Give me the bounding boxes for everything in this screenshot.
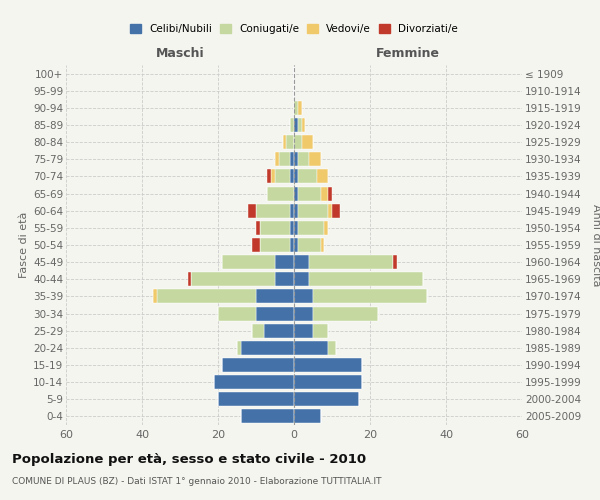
Bar — [290, 152, 294, 166]
Bar — [275, 255, 294, 269]
Bar — [313, 324, 328, 338]
Bar — [218, 306, 256, 320]
Bar — [241, 341, 294, 355]
Bar — [317, 170, 328, 183]
Bar — [393, 255, 397, 269]
Bar — [260, 221, 290, 235]
Bar — [294, 255, 309, 269]
Bar — [283, 135, 286, 149]
Bar — [241, 410, 294, 424]
Bar — [275, 152, 279, 166]
Bar — [256, 204, 290, 218]
Bar — [294, 324, 313, 338]
Text: Maschi: Maschi — [155, 47, 205, 60]
Bar — [248, 204, 256, 218]
Bar — [320, 186, 328, 200]
Bar — [263, 324, 294, 338]
Bar — [286, 135, 294, 149]
Bar — [154, 290, 157, 304]
Bar — [256, 221, 260, 235]
Bar — [325, 221, 328, 235]
Bar — [218, 392, 294, 406]
Bar — [294, 272, 309, 286]
Bar — [252, 324, 263, 338]
Bar — [256, 306, 294, 320]
Bar — [294, 306, 313, 320]
Bar — [294, 118, 298, 132]
Bar — [191, 272, 275, 286]
Bar — [290, 170, 294, 183]
Bar — [294, 358, 362, 372]
Bar — [294, 392, 359, 406]
Bar — [252, 238, 260, 252]
Bar — [298, 204, 328, 218]
Bar — [298, 118, 302, 132]
Bar — [294, 186, 298, 200]
Bar — [237, 341, 241, 355]
Bar — [290, 204, 294, 218]
Bar — [328, 204, 332, 218]
Bar — [294, 375, 362, 389]
Bar — [294, 341, 328, 355]
Bar — [294, 170, 298, 183]
Text: Femmine: Femmine — [376, 47, 440, 60]
Text: COMUNE DI PLAUS (BZ) - Dati ISTAT 1° gennaio 2010 - Elaborazione TUTTITALIA.IT: COMUNE DI PLAUS (BZ) - Dati ISTAT 1° gen… — [12, 478, 382, 486]
Bar — [320, 238, 325, 252]
Legend: Celibi/Nubili, Coniugati/e, Vedovi/e, Divorziati/e: Celibi/Nubili, Coniugati/e, Vedovi/e, Di… — [126, 20, 462, 38]
Bar — [214, 375, 294, 389]
Bar — [298, 170, 317, 183]
Bar — [328, 341, 336, 355]
Bar — [294, 204, 298, 218]
Bar — [290, 221, 294, 235]
Bar — [294, 290, 313, 304]
Bar — [222, 255, 275, 269]
Bar — [328, 186, 332, 200]
Bar — [313, 290, 427, 304]
Bar — [188, 272, 191, 286]
Bar — [309, 272, 423, 286]
Bar — [302, 135, 313, 149]
Bar — [157, 290, 256, 304]
Bar — [309, 152, 320, 166]
Bar — [271, 170, 275, 183]
Bar — [290, 118, 294, 132]
Bar — [222, 358, 294, 372]
Bar — [294, 101, 298, 115]
Bar — [298, 221, 325, 235]
Bar — [332, 204, 340, 218]
Bar — [294, 135, 302, 149]
Y-axis label: Fasce di età: Fasce di età — [19, 212, 29, 278]
Bar — [309, 255, 393, 269]
Bar — [294, 410, 320, 424]
Bar — [260, 238, 290, 252]
Bar — [294, 238, 298, 252]
Y-axis label: Anni di nascita: Anni di nascita — [591, 204, 600, 286]
Text: Popolazione per età, sesso e stato civile - 2010: Popolazione per età, sesso e stato civil… — [12, 452, 366, 466]
Bar — [275, 272, 294, 286]
Bar — [290, 238, 294, 252]
Bar — [256, 290, 294, 304]
Bar — [298, 186, 320, 200]
Bar — [298, 238, 320, 252]
Bar — [268, 186, 294, 200]
Bar — [298, 101, 302, 115]
Bar — [279, 152, 290, 166]
Bar — [294, 152, 298, 166]
Bar — [313, 306, 377, 320]
Bar — [302, 118, 305, 132]
Bar — [268, 170, 271, 183]
Bar — [294, 221, 298, 235]
Bar — [275, 170, 290, 183]
Bar — [298, 152, 309, 166]
